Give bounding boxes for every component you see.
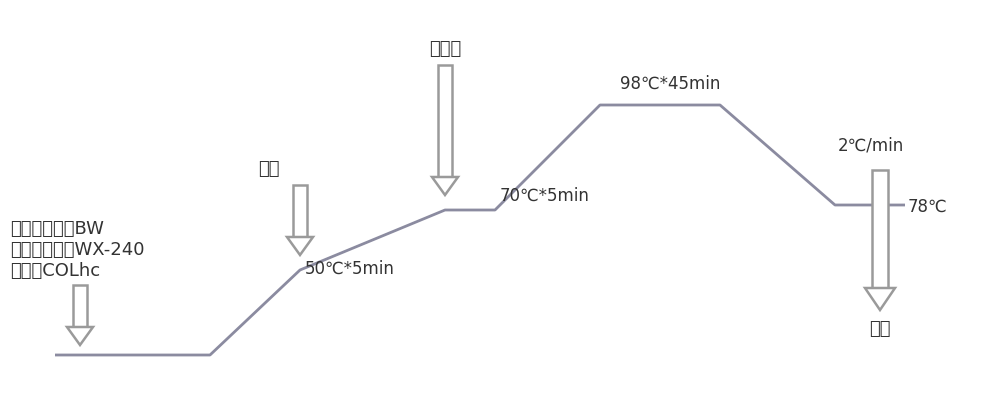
- Text: 双氧水稳定剂BW
合纤用精练剂WX-240
精练剂COLhc: 双氧水稳定剂BW 合纤用精练剂WX-240 精练剂COLhc: [10, 220, 144, 279]
- Polygon shape: [865, 288, 895, 310]
- Text: 排水: 排水: [869, 320, 891, 338]
- Bar: [73, 285, 87, 327]
- Text: 78℃: 78℃: [908, 198, 948, 216]
- Polygon shape: [432, 177, 458, 195]
- Text: 纯典: 纯典: [258, 160, 280, 178]
- Bar: [872, 170, 888, 288]
- Text: 2℃/min: 2℃/min: [838, 137, 904, 155]
- Text: 70℃*5min: 70℃*5min: [500, 187, 590, 205]
- Text: 50℃*5min: 50℃*5min: [305, 260, 395, 278]
- Text: 双氧水: 双氧水: [429, 40, 461, 58]
- Polygon shape: [287, 237, 313, 255]
- Bar: [438, 65, 452, 177]
- Bar: [293, 185, 307, 237]
- Polygon shape: [67, 327, 93, 345]
- Text: 98℃*45min: 98℃*45min: [620, 75, 720, 93]
